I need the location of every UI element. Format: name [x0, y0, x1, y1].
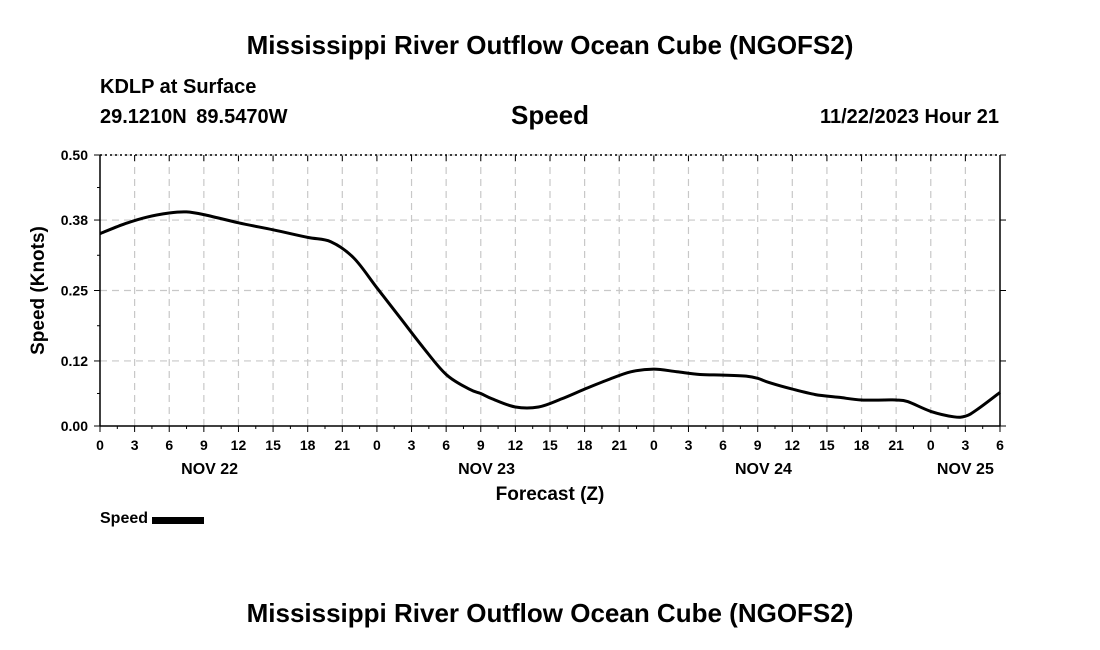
x-tick-label: 6: [442, 437, 450, 453]
x-tick-label: 0: [96, 437, 104, 453]
x-tick-label: 21: [335, 437, 351, 453]
x-tick-label: 0: [650, 437, 658, 453]
chart-main-title: Mississippi River Outflow Ocean Cube (NG…: [246, 30, 854, 60]
y-tick-label: 0.25: [61, 283, 88, 299]
x-day-label: NOV 23: [458, 461, 515, 478]
x-day-label: NOV 24: [735, 461, 792, 478]
x-tick-label: 3: [685, 437, 693, 453]
x-tick-label: 18: [854, 437, 870, 453]
legend-line-swatch: [152, 516, 205, 524]
forecast-datetime: 11/22/2023 Hour 21: [819, 106, 999, 128]
x-tick-label: 3: [961, 437, 969, 453]
chart-legend: Speed: [100, 510, 205, 528]
x-day-label: NOV 22: [181, 461, 238, 478]
legend-label: Speed: [100, 510, 149, 527]
x-tick-label: 0: [927, 437, 935, 453]
coordinates-label: 29.1210N 89.5470W: [100, 106, 288, 128]
station-label: KDLP at Surface: [100, 76, 257, 98]
x-tick-label: 12: [785, 437, 801, 453]
x-tick-label: 3: [131, 437, 139, 453]
x-tick-label: 21: [611, 437, 627, 453]
parameter-title: Speed: [510, 100, 590, 130]
x-axis-title: Forecast (Z): [496, 484, 605, 505]
x-tick-label: 15: [819, 437, 835, 453]
x-tick-label: 18: [577, 437, 593, 453]
speed-series-line: [99, 210, 1001, 419]
x-tick-label: 0: [373, 437, 381, 453]
y-axis-title: Speed (Knots): [28, 226, 49, 355]
x-tick-label: 6: [719, 437, 727, 453]
y-tick-label: 0.50: [61, 147, 88, 163]
y-tick-label: 0.00: [61, 418, 88, 434]
x-tick-label: 12: [508, 437, 524, 453]
x-tick-label: 3: [408, 437, 416, 453]
x-tick-label: 18: [300, 437, 316, 453]
x-day-label: NOV 25: [937, 461, 994, 478]
x-tick-label: 15: [542, 437, 558, 453]
x-tick-label: 21: [888, 437, 904, 453]
x-tick-label: 6: [165, 437, 173, 453]
y-tick-label: 0.38: [61, 212, 88, 228]
x-tick-label: 9: [754, 437, 762, 453]
footer-title: Mississippi River Outflow Ocean Cube (NG…: [246, 598, 854, 628]
y-tick-label: 0.12: [61, 353, 88, 369]
x-tick-label: 9: [200, 437, 208, 453]
x-tick-label: 6: [996, 437, 1004, 453]
x-tick-label: 9: [477, 437, 485, 453]
x-tick-label: 15: [265, 437, 281, 453]
x-tick-label: 12: [231, 437, 247, 453]
